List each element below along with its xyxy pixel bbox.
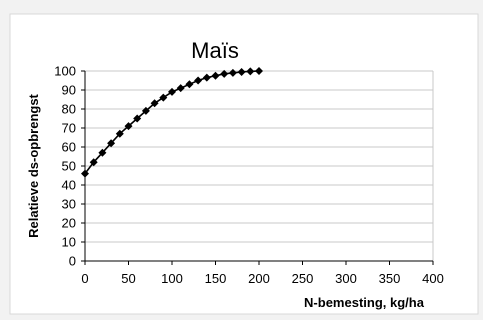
y-tick-labels: 0 10 20 30 40 50 60 70 80 90 100 [54, 64, 76, 269]
data-point [194, 76, 203, 85]
data-point [81, 169, 89, 178]
series-layer [81, 67, 263, 178]
y-tick-label: 0 [69, 254, 76, 269]
y-tick-label: 90 [62, 83, 76, 98]
y-tick-label: 10 [62, 235, 76, 250]
data-point [176, 84, 185, 93]
chart-panel [9, 13, 479, 315]
data-point [133, 114, 142, 123]
x-tick-label: 300 [335, 271, 357, 286]
data-point [202, 73, 211, 82]
data-point [89, 158, 98, 167]
y-tick-label: 60 [62, 140, 76, 155]
x-axis-label: N-bemesting, kg/ha [304, 295, 425, 310]
data-point [185, 80, 194, 89]
x-tick-label: 250 [292, 271, 314, 286]
y-tick-label: 80 [62, 102, 76, 117]
data-point [168, 87, 176, 96]
data-point [107, 139, 116, 148]
y-tick-label: 100 [54, 64, 76, 79]
axes [81, 70, 434, 265]
data-point [159, 93, 168, 102]
x-tick-label: 400 [422, 271, 444, 286]
data-point [255, 67, 263, 75]
y-tick-label: 30 [62, 197, 76, 212]
data-point [150, 99, 159, 108]
data-point [237, 67, 246, 76]
y-tick-label: 40 [62, 178, 76, 193]
data-point [228, 68, 237, 77]
data-point [115, 129, 124, 138]
data-point [211, 71, 220, 80]
x-tick-label: 50 [121, 271, 135, 286]
chart-title: Maïs [191, 38, 239, 63]
x-tick-label: 350 [379, 271, 401, 286]
x-tick-label: 0 [81, 271, 88, 286]
y-tick-label: 70 [62, 121, 76, 136]
y-axis-label: Relatieve ds-opbrengst [26, 93, 41, 237]
data-point [98, 148, 107, 157]
x-tick-label: 150 [205, 271, 227, 286]
data-point [124, 122, 133, 131]
x-tick-labels: 0 50 100 150 200 250 300 350 400 [81, 271, 443, 286]
data-point [246, 67, 255, 76]
x-tick-label: 100 [161, 271, 183, 286]
data-point [141, 106, 150, 115]
y-tick-label: 50 [62, 159, 76, 174]
y-tick-label: 20 [62, 216, 76, 231]
data-point [220, 69, 229, 78]
x-tick-label: 200 [248, 271, 270, 286]
